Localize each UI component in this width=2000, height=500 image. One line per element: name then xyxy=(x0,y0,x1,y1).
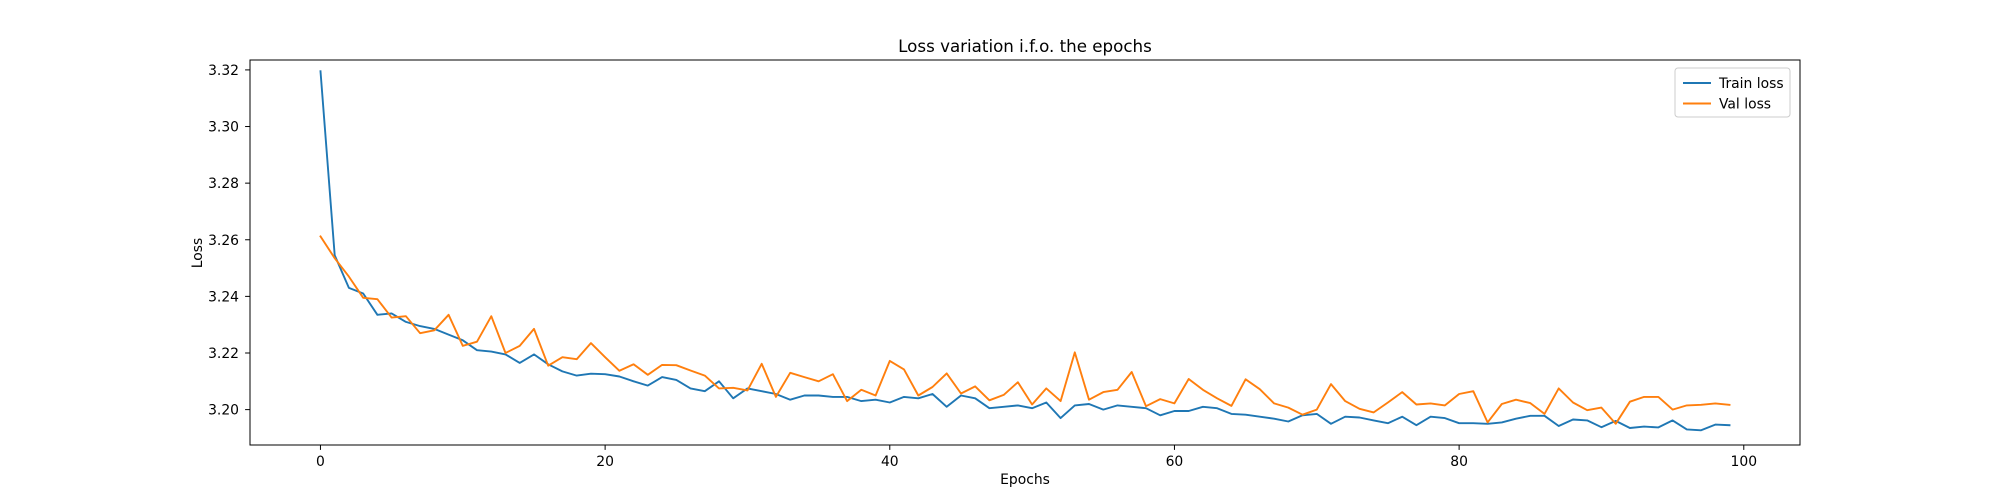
y-tick-label: 3.24 xyxy=(208,289,239,305)
y-tick-label: 3.30 xyxy=(208,120,239,136)
series-line-train-loss xyxy=(319,70,1731,432)
x-tick-label: 100 xyxy=(1731,454,1758,470)
y-tick-label: 3.26 xyxy=(208,233,239,249)
y-tick-label: 3.20 xyxy=(208,403,239,419)
y-tick-label: 3.32 xyxy=(208,63,239,79)
axes-frame xyxy=(249,59,1801,446)
x-tick-label: 0 xyxy=(316,454,325,470)
x-tick-label: 20 xyxy=(596,454,614,470)
series-lines xyxy=(319,70,1731,432)
legend-box xyxy=(1674,67,1791,118)
y-tick-label: 3.28 xyxy=(208,176,239,192)
series-line-val-loss xyxy=(319,235,1731,425)
chart-title: Loss variation i.f.o. the epochs xyxy=(898,36,1152,56)
y-tick-label: 3.22 xyxy=(208,346,239,362)
y-axis-title: Loss xyxy=(190,238,206,268)
x-tick-label: 60 xyxy=(1166,454,1184,470)
legend-label: Train loss xyxy=(1718,76,1784,92)
axis-ticks: 0 20 40 60 80 100 3.20 3.22 3.24 3.26 3.28 3.30 3.32 xyxy=(208,63,1757,470)
x-tick-label: 80 xyxy=(1450,454,1468,470)
legend: Train loss Val loss xyxy=(1674,67,1791,118)
x-tick-label: 40 xyxy=(881,454,899,470)
legend-label: Val loss xyxy=(1719,97,1771,113)
x-axis-title: Epochs xyxy=(1000,472,1050,488)
